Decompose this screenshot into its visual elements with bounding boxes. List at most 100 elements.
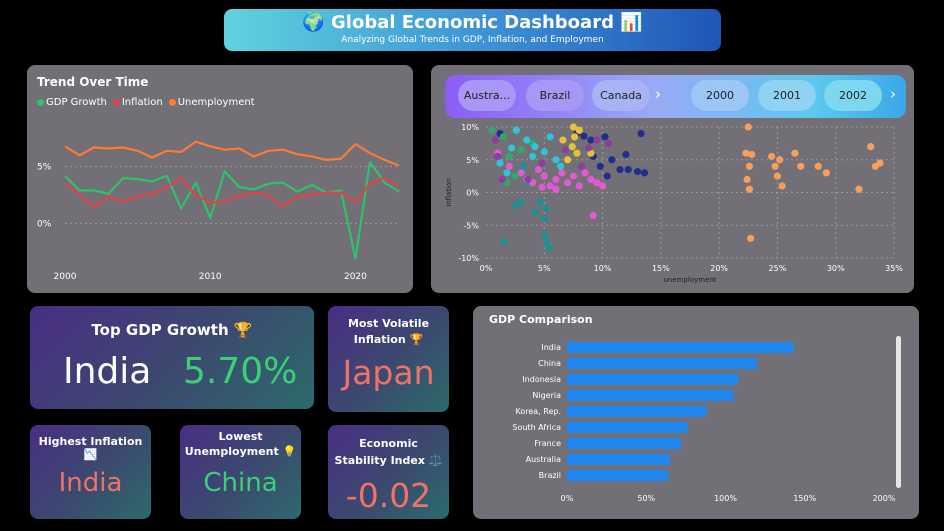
kpi-country: Japan	[342, 353, 435, 392]
kpi-highest-inflation: Highest Inflation 📉 India	[30, 425, 151, 519]
legend-unemployment[interactable]: Unemployment	[168, 97, 255, 108]
scrollbar-track[interactable]	[896, 336, 901, 488]
kpi-lowest-unemployment: Lowest Unemployment 💡 China	[180, 425, 301, 519]
scatter-point	[540, 231, 548, 239]
slicer-year-2000[interactable]: 2000	[691, 80, 749, 111]
y-tick-label: -5%	[463, 221, 479, 230]
scatter-point	[505, 152, 513, 161]
y-tick-label: -10%	[458, 254, 479, 263]
scatter-point	[534, 165, 543, 174]
legend-dot	[168, 98, 176, 106]
scatter-point	[564, 156, 572, 164]
x-tick-label: 20%	[710, 264, 728, 273]
kpi-country: India	[58, 468, 123, 498]
kpi-stability-index: Economic Stability Index ⚖️ -0.02	[328, 425, 449, 519]
kpi-value: 5.70%	[183, 351, 298, 392]
scatter-point	[538, 183, 546, 191]
y-tick-label: 0%	[37, 219, 52, 229]
x-axis-label: unemployment	[663, 276, 716, 284]
scatter-point	[559, 136, 567, 144]
scatter-point	[523, 136, 531, 144]
bar-category-label: Nigeria	[532, 391, 561, 400]
scatter-point	[568, 143, 576, 151]
scrollbar-thumb[interactable]	[896, 336, 901, 488]
x-tick-label: 2000	[54, 272, 77, 282]
trend-line-chart[interactable]: 0% 5% 2000 2010 2020	[27, 65, 413, 293]
scatter-point	[743, 175, 751, 183]
y-tick-label: 5%	[37, 163, 52, 173]
scatter-point	[569, 172, 578, 180]
bar	[567, 406, 707, 417]
scatter-point	[511, 202, 519, 210]
scatter-point	[517, 146, 525, 154]
gdp-comparison-card: GDP Comparison India China Indonesia Nigeria…	[473, 306, 919, 519]
scatter-point	[499, 238, 508, 246]
scatter-point	[512, 126, 520, 134]
kpi-country: India	[63, 351, 152, 392]
bar-category-label: South Africa	[512, 423, 561, 432]
kpi-country: China	[203, 468, 278, 498]
scatter-point	[768, 152, 776, 161]
chevron-right-icon[interactable]: ›	[655, 85, 661, 103]
scatter-point	[531, 143, 539, 151]
gdp-bar-chart[interactable]: GDP Comparison India China Indonesia Nigeria…	[473, 306, 919, 519]
legend-gdp[interactable]: GDP Growth	[37, 97, 107, 108]
scatter-point	[575, 126, 583, 134]
slicer-country-brazil[interactable]: Brazil	[526, 80, 584, 111]
scatter-point	[561, 146, 569, 154]
bar	[567, 454, 671, 465]
slicer-year-2002[interactable]: 2002	[824, 80, 882, 111]
scatter-point	[747, 234, 755, 242]
trophy-icon: 🏆	[233, 321, 253, 339]
scatter-point	[822, 169, 830, 177]
trophy-icon: 🏆	[409, 333, 424, 346]
scatter-point	[557, 162, 565, 170]
bar-category-label: Brazil	[539, 471, 561, 480]
scatter-point	[593, 136, 601, 144]
scatter-point	[552, 156, 560, 164]
x-tick-label: 30%	[827, 264, 845, 273]
bar	[567, 342, 794, 353]
scatter-point	[601, 133, 609, 141]
scatter-point	[624, 165, 632, 174]
slicer-country-canada[interactable]: Canada	[592, 80, 650, 111]
scatter-point	[508, 144, 516, 152]
scatter-chart[interactable]: 10%5%0%-5%-10%0% 5% 10% 15% 20% 25% 30% 35%unem…	[431, 65, 914, 293]
y-axis-label: inflation	[445, 178, 453, 207]
bar	[567, 374, 739, 385]
bar-category-label: China	[538, 359, 561, 368]
scatter-point	[587, 136, 595, 144]
bar	[567, 438, 682, 449]
slicer-year-2001[interactable]: 2001	[758, 80, 816, 111]
legend-dot	[112, 98, 120, 106]
bar-chart-icon: 📊	[620, 12, 643, 33]
x-tick-label: 100%	[714, 494, 737, 503]
scatter-point	[531, 208, 539, 216]
x-tick-label: 35%	[885, 264, 903, 273]
scatter-point	[814, 162, 822, 170]
scatter-point	[616, 165, 624, 174]
scatter-point	[552, 185, 560, 193]
scatter-point	[529, 152, 537, 161]
globe-icon: 🌍	[302, 12, 325, 33]
kpi-top-gdp-growth: Top GDP Growth 🏆 India 5.70%	[30, 306, 314, 409]
scatter-point	[637, 129, 645, 138]
legend-inflation[interactable]: Inflation	[112, 97, 163, 108]
scatter-point	[867, 143, 875, 151]
kpi-value: -0.02	[345, 476, 432, 515]
y-tick-label: 10%	[461, 123, 479, 132]
scatter-point	[745, 185, 754, 193]
slicer-country-australia[interactable]: Austra...	[458, 80, 516, 111]
trend-title: Trend Over Time	[37, 75, 149, 89]
legend-dot	[37, 98, 44, 106]
trend-card: Trend Over Time GDP Growth Inflation Une…	[27, 65, 413, 293]
scatter-point	[570, 133, 579, 141]
chevron-right-icon[interactable]: ›	[890, 85, 896, 103]
scatter-point	[511, 172, 519, 180]
kpi-most-volatile-inflation: Most Volatile Inflation 🏆 Japan	[328, 306, 449, 412]
bar	[567, 470, 669, 481]
scatter-point	[742, 149, 750, 157]
x-tick-label: 0%	[480, 264, 493, 273]
y-tick-label: 0%	[466, 189, 479, 198]
scatter-point	[640, 169, 649, 177]
